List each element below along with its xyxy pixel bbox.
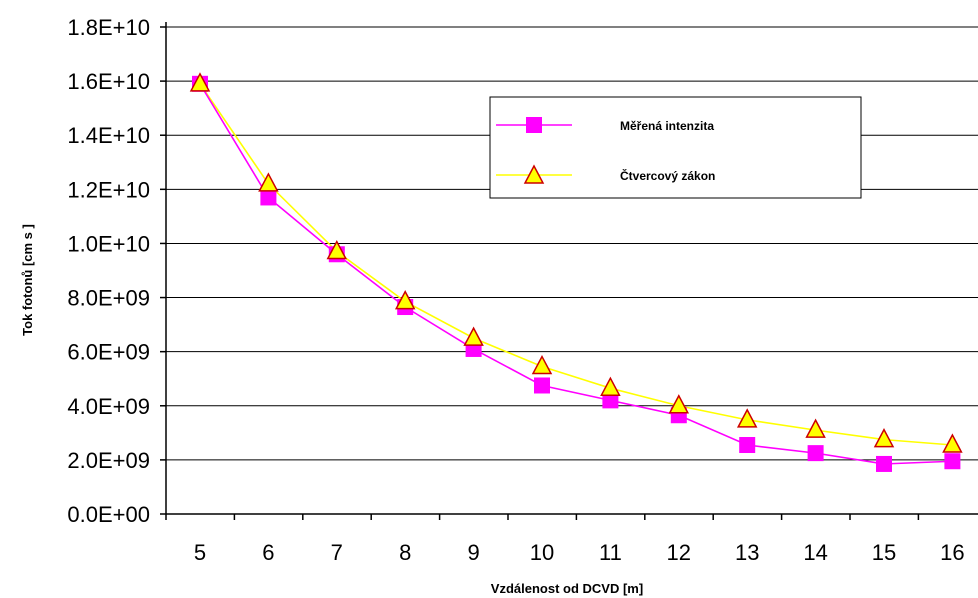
x-tick-label: 7: [331, 540, 343, 565]
gridlines: [166, 26, 978, 461]
data-point-inverse-square: [942, 433, 963, 453]
y-axis-title: Tok fotonů [cm s ]: [20, 224, 35, 336]
x-tick-label: 16: [940, 540, 964, 565]
series-line-measured: [199, 83, 953, 465]
x-tick-label: 5: [194, 540, 206, 565]
data-point-inverse-square: [326, 239, 348, 260]
y-tick-label: 6.0E+09: [67, 340, 150, 365]
x-tick-label: 14: [803, 540, 827, 565]
x-tick-label: 10: [530, 540, 554, 565]
y-tick-label: 1.2E+10: [67, 177, 150, 202]
data-point-inverse-square: [805, 418, 826, 438]
data-point-inverse-square: [463, 326, 484, 346]
x-tick-label: 13: [735, 540, 759, 565]
series-layer: [189, 72, 963, 472]
x-tick-label: 11: [599, 540, 622, 565]
x-tick-label: 12: [667, 540, 691, 565]
data-point-inverse-square: [394, 290, 416, 310]
y-tick-label: 1.4E+10: [67, 123, 150, 148]
series-line-inverse-square: [199, 83, 953, 446]
legend: Měřená intenzita Čtvercový zákon: [489, 96, 862, 199]
y-tick-label: 8.0E+09: [67, 286, 150, 311]
data-point-inverse-square: [258, 172, 279, 192]
data-point-measured: [807, 445, 824, 462]
data-point-inverse-square: [668, 394, 690, 414]
legend-marker-inverse-square: [523, 164, 545, 184]
x-axis-title: Vzdálenost od DCVD [m]: [491, 581, 643, 596]
y-tick-label: 1.6E+10: [67, 69, 150, 94]
y-tick-label: 0.0E+00: [67, 502, 150, 527]
legend-label-inverse-square: Čtvercový zákon: [620, 168, 715, 183]
x-tick-label: 8: [399, 540, 411, 565]
y-tick-label: 1.8E+10: [67, 15, 150, 40]
x-ticks: 5 6 7 8 9 10 11 12 13 14 15 16: [165, 514, 965, 565]
data-point-inverse-square: [189, 72, 211, 92]
data-point-inverse-square: [531, 354, 553, 375]
data-point-measured: [260, 189, 277, 206]
legend-label-measured: Měřená intenzita: [620, 119, 714, 133]
data-point-measured: [944, 453, 961, 470]
x-tick-label: 6: [262, 540, 274, 565]
data-point-measured: [876, 455, 892, 472]
data-point-measured: [739, 437, 756, 454]
y-tick-label: 2.0E+09: [67, 448, 150, 473]
y-tick-label: 1.0E+10: [67, 231, 150, 256]
y-ticks: 0.0E+00 2.0E+09 4.0E+09 6.0E+09 8.0E+09 1.0E+…: [67, 15, 166, 527]
data-point-inverse-square: [600, 376, 621, 396]
data-point-measured: [602, 392, 619, 409]
data-point-measured: [534, 377, 550, 394]
x-tick-label: 15: [872, 540, 896, 565]
legend-marker-measured: [526, 117, 542, 133]
x-tick-label: 9: [467, 540, 479, 565]
data-point-inverse-square: [736, 408, 758, 428]
data-point-inverse-square: [873, 427, 895, 448]
legend-box: [489, 96, 862, 199]
y-tick-label: 4.0E+09: [67, 394, 150, 419]
